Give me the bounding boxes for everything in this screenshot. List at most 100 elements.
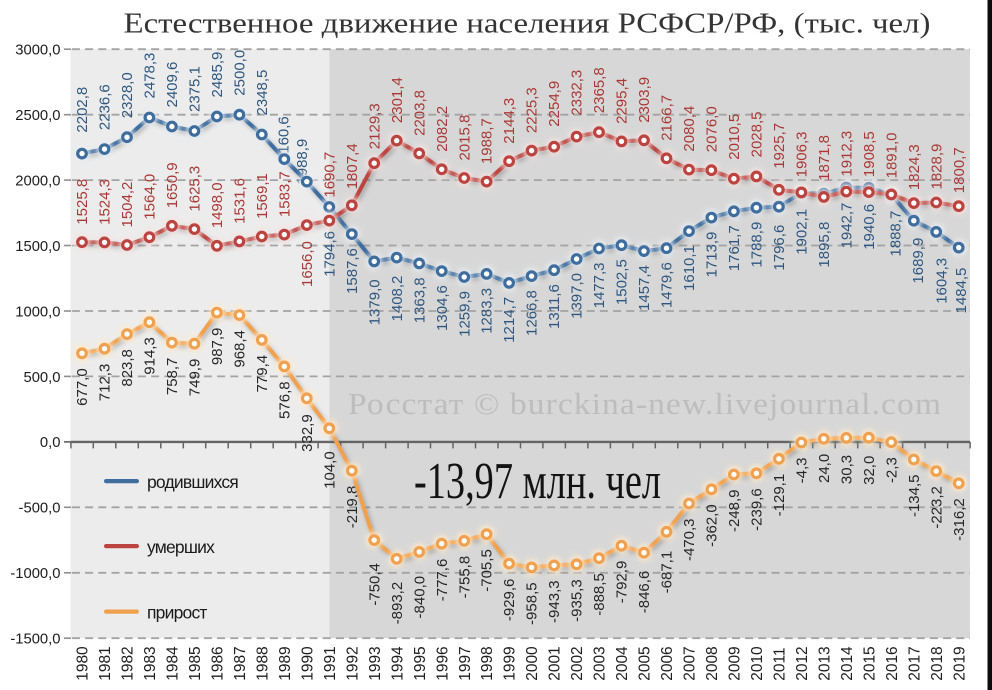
svg-text:1524,3: 1524,3: [97, 179, 114, 225]
svg-text:2016: 2016: [884, 646, 901, 680]
svg-text:-316,2: -316,2: [951, 498, 968, 541]
svg-text:1997: 1997: [457, 646, 474, 680]
svg-text:1457,4: 1457,4: [636, 265, 653, 311]
svg-text:1379,0: 1379,0: [366, 279, 383, 325]
svg-text:1531,6: 1531,6: [232, 178, 249, 224]
svg-text:1713,9: 1713,9: [704, 232, 721, 278]
svg-text:2348,5: 2348,5: [254, 70, 271, 116]
svg-text:-792,9: -792,9: [614, 561, 631, 604]
svg-text:1796,6: 1796,6: [771, 225, 788, 271]
svg-text:1871,8: 1871,8: [816, 135, 833, 181]
svg-text:1650,9: 1650,9: [164, 162, 181, 208]
svg-text:2236,6: 2236,6: [97, 84, 114, 130]
svg-text:2001: 2001: [547, 646, 564, 680]
svg-text:1990: 1990: [299, 646, 316, 681]
svg-text:2365,8: 2365,8: [591, 67, 608, 113]
svg-text:2018: 2018: [929, 646, 946, 680]
svg-text:2028,5: 2028,5: [749, 112, 766, 158]
svg-text:1828,9: 1828,9: [928, 144, 945, 190]
svg-text:1999: 1999: [502, 646, 519, 680]
svg-text:2007: 2007: [682, 646, 699, 680]
svg-text:1800,7: 1800,7: [951, 147, 968, 193]
svg-text:1984: 1984: [165, 646, 182, 681]
svg-text:-840,0: -840,0: [411, 576, 428, 619]
svg-text:823,8: 823,8: [119, 349, 136, 387]
svg-text:-705,5: -705,5: [479, 549, 496, 592]
svg-text:-134,5: -134,5: [906, 475, 923, 518]
svg-text:2009: 2009: [727, 646, 744, 680]
svg-text:2010,5: 2010,5: [726, 114, 743, 160]
svg-text:1824,3: 1824,3: [906, 144, 923, 190]
svg-text:1525,8: 1525,8: [74, 179, 91, 225]
svg-text:1587,6: 1587,6: [344, 248, 361, 294]
svg-text:2500,0: 2500,0: [15, 108, 60, 124]
svg-text:1908,5: 1908,5: [861, 131, 878, 177]
svg-text:1283,3: 1283,3: [479, 288, 496, 334]
svg-text:1656,0: 1656,0: [299, 241, 316, 287]
svg-text:-935,3: -935,3: [569, 579, 586, 622]
svg-text:2166,7: 2166,7: [659, 95, 676, 141]
svg-text:2006: 2006: [659, 646, 676, 680]
svg-text:1504,2: 1504,2: [119, 182, 136, 228]
svg-text:914,3: 914,3: [142, 337, 159, 375]
svg-text:1940,6: 1940,6: [861, 204, 878, 250]
svg-text:2082,2: 2082,2: [434, 106, 451, 152]
svg-text:1998: 1998: [479, 646, 496, 680]
svg-text:1564,0: 1564,0: [142, 174, 159, 220]
svg-text:1902,1: 1902,1: [794, 209, 811, 255]
svg-text:2005: 2005: [637, 646, 654, 680]
svg-text:-893,2: -893,2: [389, 582, 406, 625]
svg-text:1912,3: 1912,3: [838, 131, 855, 177]
svg-text:24,0: 24,0: [816, 454, 833, 483]
svg-text:1477,3: 1477,3: [591, 263, 608, 309]
svg-text:2375,1: 2375,1: [187, 66, 204, 112]
svg-text:2014: 2014: [839, 646, 856, 681]
svg-text:-1500,0: -1500,0: [10, 632, 60, 648]
svg-text:1604,3: 1604,3: [933, 258, 950, 304]
svg-text:-2,3: -2,3: [883, 457, 900, 483]
svg-text:1982: 1982: [120, 646, 137, 680]
svg-text:987,9: 987,9: [209, 328, 226, 366]
svg-text:2019: 2019: [951, 646, 968, 680]
svg-text:-223,2: -223,2: [928, 486, 945, 529]
svg-text:1888,7: 1888,7: [887, 211, 904, 257]
svg-text:1992: 1992: [344, 646, 361, 680]
svg-text:2409,6: 2409,6: [164, 62, 181, 108]
svg-text:2328,0: 2328,0: [119, 72, 136, 118]
svg-text:-248,9: -248,9: [726, 490, 743, 533]
svg-text:758,7: 758,7: [164, 358, 181, 396]
svg-text:1993: 1993: [367, 646, 384, 680]
svg-text:104,0: 104,0: [321, 451, 338, 489]
svg-text:1583,7: 1583,7: [276, 171, 293, 217]
svg-text:332,9: 332,9: [299, 414, 316, 452]
svg-text:2080,4: 2080,4: [681, 106, 698, 152]
svg-text:1891,0: 1891,0: [883, 133, 900, 179]
svg-text:1311,6: 1311,6: [546, 284, 563, 329]
svg-text:2008: 2008: [704, 646, 721, 680]
svg-text:1214,7: 1214,7: [501, 297, 518, 343]
svg-text:1995: 1995: [412, 646, 429, 680]
svg-text:2485,9: 2485,9: [209, 52, 226, 98]
svg-text:2000,0: 2000,0: [15, 173, 60, 189]
svg-text:2011: 2011: [772, 647, 789, 680]
svg-text:30,3: 30,3: [838, 455, 855, 484]
svg-text:1000,0: 1000,0: [15, 304, 60, 320]
svg-text:1408,2: 1408,2: [389, 276, 406, 322]
svg-text:2002: 2002: [569, 646, 586, 680]
svg-text:2332,3: 2332,3: [569, 70, 586, 116]
svg-text:-777,6: -777,6: [434, 559, 451, 602]
svg-text:-500,0: -500,0: [19, 501, 61, 517]
svg-text:1788,9: 1788,9: [749, 222, 766, 268]
svg-text:1266,8: 1266,8: [524, 290, 541, 336]
svg-text:умерших: умерших: [147, 537, 215, 557]
svg-text:1794,6: 1794,6: [321, 231, 338, 277]
svg-text:1981: 1981: [97, 646, 114, 680]
svg-text:родившихся: родившихся: [147, 472, 238, 492]
svg-text:2301,4: 2301,4: [389, 77, 406, 123]
svg-text:1479,6: 1479,6: [659, 262, 676, 308]
svg-text:1397,0: 1397,0: [569, 273, 586, 319]
svg-text:576,8: 576,8: [276, 381, 293, 419]
svg-text:1988: 1988: [254, 646, 271, 680]
svg-text:2015,8: 2015,8: [456, 115, 473, 161]
svg-text:749,9: 749,9: [187, 359, 204, 397]
